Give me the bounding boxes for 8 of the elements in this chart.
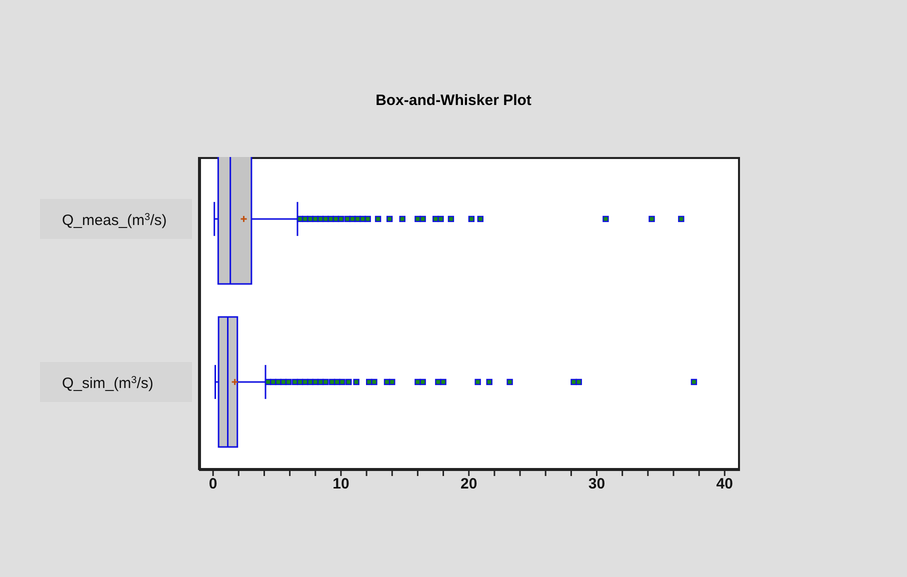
x-tick-label: 10 bbox=[332, 476, 350, 493]
chart-title: Box-and-Whisker Plot bbox=[374, 92, 532, 109]
x-tick-label: 20 bbox=[460, 476, 478, 493]
y-tick-label: Q_sim_(m$^{3}$/s) bbox=[62, 374, 154, 392]
x-tick-label: 40 bbox=[716, 476, 733, 493]
x-tick-label: 30 bbox=[588, 476, 606, 493]
y-tick-label: Q_meas_(m$^{3}$/s) bbox=[62, 211, 167, 229]
x-tick-label: 0 bbox=[208, 476, 218, 493]
